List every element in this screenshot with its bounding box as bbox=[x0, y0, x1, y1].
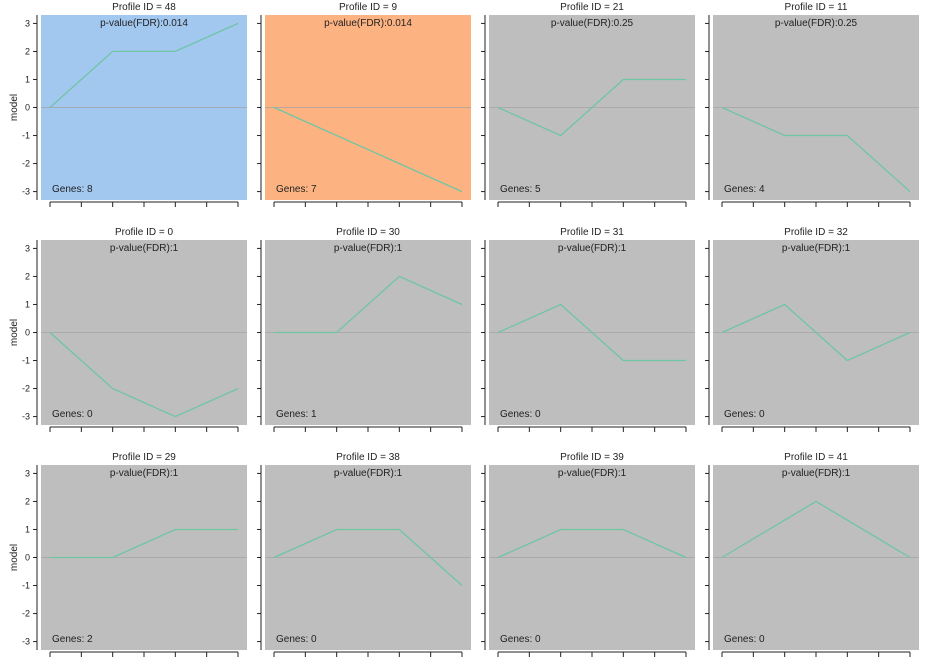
y-tick-label: 2 bbox=[25, 46, 30, 56]
panel-genes: Genes: 0 bbox=[724, 634, 765, 645]
y-tick-label: 1 bbox=[25, 299, 30, 309]
y-tick-label: 1 bbox=[25, 524, 30, 534]
y-axis-label: model bbox=[9, 94, 20, 121]
profile-panel-3: Profile ID = 11 p-value(FDR):0.25 Genes: 4 bbox=[705, 2, 919, 207]
profile-line bbox=[273, 106, 463, 193]
y-tick-label: 0 bbox=[25, 103, 30, 113]
panel-pvalue: p-value(FDR):1 bbox=[558, 468, 627, 479]
panel-title: Profile ID = 41 bbox=[784, 452, 848, 463]
panel-title: Profile ID = 9 bbox=[339, 2, 398, 13]
profile-line bbox=[497, 528, 687, 559]
panel-pvalue: p-value(FDR):1 bbox=[558, 243, 627, 254]
panel-genes: Genes: 5 bbox=[500, 184, 541, 195]
panel-genes: Genes: 0 bbox=[724, 409, 765, 420]
y-tick-label: -2 bbox=[22, 159, 30, 169]
panel-title: Profile ID = 11 bbox=[785, 2, 848, 13]
y-tick-label: -3 bbox=[22, 187, 30, 197]
profile-line bbox=[49, 332, 239, 418]
y-tick-label: -3 bbox=[22, 412, 30, 422]
panel-genes: Genes: 0 bbox=[500, 634, 541, 645]
profile-line bbox=[497, 303, 686, 362]
profile-panel-9: Profile ID = 38 p-value(FDR):1 Genes: 0 bbox=[257, 452, 471, 657]
panel-pvalue: p-value(FDR):1 bbox=[110, 243, 179, 254]
panel-pvalue: p-value(FDR):1 bbox=[334, 468, 403, 479]
profile-panel-4: 3 2 1 0 -1 -2 -3 Profile ID = 0 p-value(FDR):1 Ge… bbox=[9, 227, 247, 432]
panel-pvalue: p-value(FDR):1 bbox=[110, 468, 179, 479]
panel-pvalue: p-value(FDR):0.014 bbox=[324, 18, 412, 29]
panel-title: Profile ID = 30 bbox=[336, 227, 400, 238]
panel-pvalue: p-value(FDR):1 bbox=[782, 468, 851, 479]
y-tick-label: -1 bbox=[22, 131, 30, 141]
panel-title: Profile ID = 0 bbox=[115, 227, 174, 238]
profile-line bbox=[721, 106, 911, 193]
profile-line bbox=[49, 22, 239, 108]
profile-panel-10: Profile ID = 39 p-value(FDR):1 Genes: 0 bbox=[481, 452, 695, 657]
panel-pvalue: p-value(FDR):0.25 bbox=[551, 18, 634, 29]
y-tick-label: -2 bbox=[22, 609, 30, 619]
profile-line bbox=[274, 275, 463, 334]
panel-title: Profile ID = 38 bbox=[336, 452, 400, 463]
profile-line bbox=[497, 78, 686, 137]
panel-pvalue: p-value(FDR):0.25 bbox=[775, 18, 858, 29]
y-tick-label: -3 bbox=[22, 637, 30, 647]
panel-title: Profile ID = 21 bbox=[560, 2, 624, 13]
y-tick-label: -2 bbox=[22, 384, 30, 394]
y-tick-label: 0 bbox=[25, 553, 30, 563]
y-tick-label: 3 bbox=[25, 18, 30, 28]
y-tick-label: 3 bbox=[25, 243, 30, 253]
profile-panel-5: Profile ID = 30 p-value(FDR):1 Genes: 1 bbox=[257, 227, 471, 432]
panel-genes: Genes: 0 bbox=[500, 409, 541, 420]
profile-panel-6: Profile ID = 31 p-value(FDR):1 Genes: 0 bbox=[481, 227, 695, 432]
y-tick-label: -1 bbox=[22, 581, 30, 591]
panel-title: Profile ID = 48 bbox=[112, 2, 176, 13]
profile-panel-7: Profile ID = 32 p-value(FDR):1 Genes: 0 bbox=[705, 227, 919, 432]
y-tick-label: -1 bbox=[22, 356, 30, 366]
panel-pvalue: p-value(FDR):1 bbox=[782, 243, 851, 254]
y-tick-label: 0 bbox=[25, 328, 30, 338]
y-axis-label: model bbox=[9, 319, 20, 346]
panel-title: Profile ID = 32 bbox=[784, 227, 848, 238]
panel-genes: Genes: 0 bbox=[52, 409, 93, 420]
profile-line bbox=[721, 303, 911, 362]
y-tick-label: 2 bbox=[25, 496, 30, 506]
y-tick-label: 1 bbox=[25, 74, 30, 84]
profile-line bbox=[273, 528, 463, 586]
panel-genes: Genes: 0 bbox=[276, 634, 317, 645]
y-tick-label: 2 bbox=[25, 271, 30, 281]
panel-pvalue: p-value(FDR):0.014 bbox=[100, 18, 188, 29]
panel-pvalue: p-value(FDR):1 bbox=[334, 243, 403, 254]
profile-line bbox=[50, 528, 238, 559]
y-axis-label: model bbox=[9, 544, 20, 571]
panel-title: Profile ID = 39 bbox=[560, 452, 624, 463]
profile-panel-8: 3 2 1 0 -1 -2 -3 Profile ID = 29 p-value(FDR):1 G… bbox=[9, 452, 247, 657]
panel-genes: Genes: 8 bbox=[52, 184, 93, 195]
panel-genes: Genes: 2 bbox=[52, 634, 93, 645]
panel-genes: Genes: 4 bbox=[724, 184, 765, 195]
profile-line bbox=[721, 500, 911, 559]
profile-panel-2: Profile ID = 21 p-value(FDR):0.25 Genes: 5 bbox=[481, 2, 695, 207]
profile-panel-0: 3 2 1 0 -1 -2 -3 Profile ID = 48 p-value(FDR):0.… bbox=[9, 2, 247, 207]
y-tick-label: 3 bbox=[25, 468, 30, 478]
panel-title: Profile ID = 29 bbox=[112, 452, 176, 463]
panel-genes: Genes: 7 bbox=[276, 184, 317, 195]
profile-panel-11: Profile ID = 41 p-value(FDR):1 Genes: 0 bbox=[705, 452, 919, 657]
panel-genes: Genes: 1 bbox=[276, 409, 317, 420]
panel-title: Profile ID = 31 bbox=[560, 227, 624, 238]
profile-panel-1: Profile ID = 9 p-value(FDR):0.014 Genes: 7 bbox=[257, 2, 471, 207]
